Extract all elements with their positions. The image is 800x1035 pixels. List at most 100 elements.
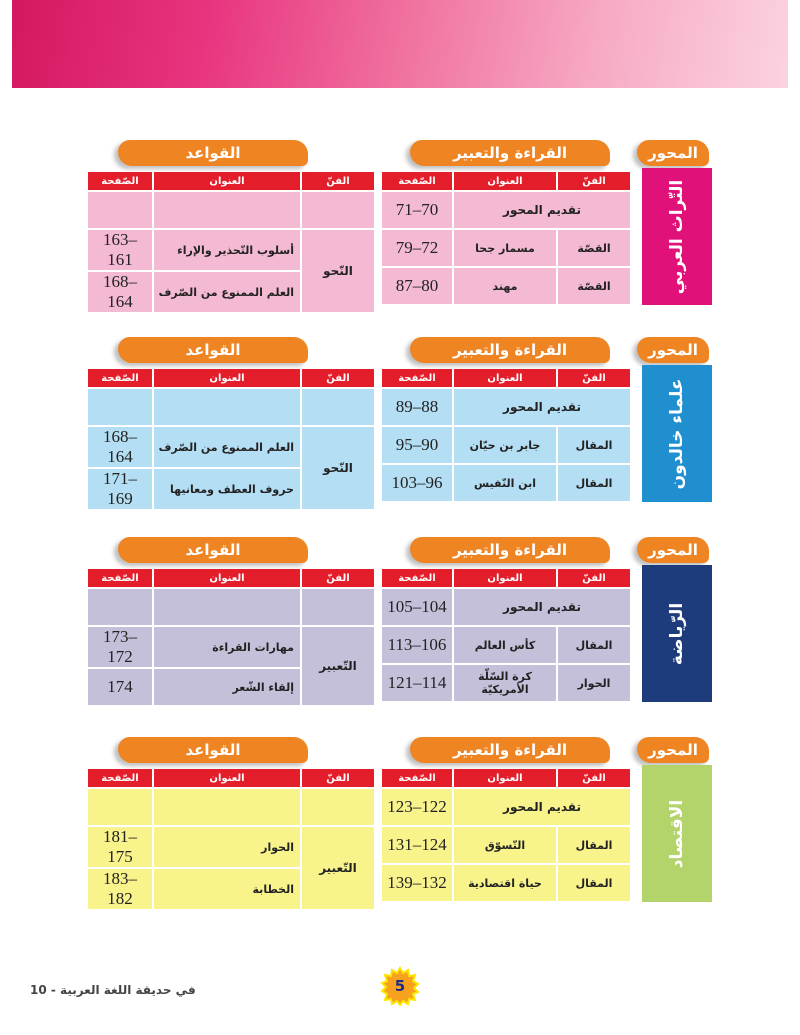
art-cell: النّحو: [302, 230, 374, 312]
page-number: 5: [394, 977, 406, 995]
table-row: المقال ابن النّفيس 103–96: [382, 465, 630, 501]
page-cell: 181–175: [88, 827, 152, 867]
empty-cell: [88, 389, 152, 425]
art-cell: الحوار: [558, 665, 630, 701]
book-title: في حديقة اللغة العربية - 10: [30, 983, 196, 997]
table-row: تقديم المحور 105–104: [382, 589, 630, 625]
axis-name: الرّياضة: [667, 602, 687, 665]
page-cell: 139–132: [382, 865, 452, 901]
table-row: [88, 589, 374, 625]
reading-pill: القراءة والتعبير: [410, 737, 610, 763]
page-cell: 103–96: [382, 465, 452, 501]
col-header-title: العنوان: [154, 172, 300, 190]
page-cell: 163–161: [88, 230, 152, 270]
axis-name-bar: الرّياضة: [642, 565, 712, 702]
axis-name: التّراث العربي: [667, 179, 687, 294]
title-cell: حياة اقتصادية: [454, 865, 556, 901]
table-row: [88, 789, 374, 825]
title-cell: إلقاء الشّعر: [154, 669, 300, 705]
title-cell: الحوار: [154, 827, 300, 867]
page-cell: 105–104: [382, 589, 452, 625]
empty-cell: [302, 389, 374, 425]
grammar-pill: القواعد: [118, 140, 308, 166]
title-cell: التّسوّق: [454, 827, 556, 863]
reading-table: الفنّ العنوان الصّفحة تقديم المحور 71–70 القص…: [380, 170, 632, 306]
grammar-table: الفنّ العنوان الصّفحة التّعبير الحوار 181–175…: [86, 767, 376, 911]
art-cell: المقال: [558, 427, 630, 463]
table-row: القصّة مهند 87–80: [382, 268, 630, 304]
empty-cell: [154, 389, 300, 425]
title-cell: تقديم المحور: [454, 589, 630, 625]
art-cell: القصّة: [558, 230, 630, 266]
art-cell: المقال: [558, 865, 630, 901]
table-row: الخطابة 183–182: [88, 869, 374, 909]
table-row: [88, 192, 374, 228]
table-row: الحوار كرة السّلّة الأمريكيّة 121–114: [382, 665, 630, 701]
grammar-pill: القواعد: [118, 737, 308, 763]
title-cell: مسمار جحا: [454, 230, 556, 266]
table-row: حروف العطف ومعانيها 171–169: [88, 469, 374, 509]
title-cell: حروف العطف ومعانيها: [154, 469, 300, 509]
col-header-art: الفنّ: [558, 172, 630, 190]
reading-table: الفنّ العنوان الصّفحة تقديم المحور 105–104 ال…: [380, 567, 632, 703]
axis-section: المحور القراءة والتعبير القواعد الاقتصاد الف…: [0, 735, 800, 910]
col-header-page: الصّفحة: [382, 172, 452, 190]
empty-cell: [88, 589, 152, 625]
axis-section: المحور القراءة والتعبير القواعد الرّياضة الف…: [0, 535, 800, 710]
reading-pill: القراءة والتعبير: [410, 140, 610, 166]
page-cell: 113–106: [382, 627, 452, 663]
page-cell: 71–70: [382, 192, 452, 228]
empty-cell: [88, 192, 152, 228]
title-cell: كأس العالم: [454, 627, 556, 663]
title-cell: العلم الممنوع من الصّرف: [154, 272, 300, 312]
col-header-title: العنوان: [454, 172, 556, 190]
reading-table: الفنّ العنوان الصّفحة تقديم المحور 89–88 المق…: [380, 367, 632, 503]
title-cell: الخطابة: [154, 869, 300, 909]
col-header-title: العنوان: [154, 769, 300, 787]
col-header-art: الفنّ: [302, 172, 374, 190]
col-header-page: الصّفحة: [382, 569, 452, 587]
grammar-table: الفنّ العنوان الصّفحة النّحو أسلوب التّحذير …: [86, 170, 376, 314]
page-cell: 121–114: [382, 665, 452, 701]
col-header-art: الفنّ: [558, 369, 630, 387]
title-cell: أسلوب التّحذير والإراء: [154, 230, 300, 270]
col-header-art: الفنّ: [302, 769, 374, 787]
col-header-title: العنوان: [154, 569, 300, 587]
title-cell: العلم الممنوع من الصّرف: [154, 427, 300, 467]
col-header-page: الصّفحة: [88, 172, 152, 190]
table-row: التّعبير مهارات القراءة 173–172: [88, 627, 374, 705]
grammar-pill: القواعد: [118, 337, 308, 363]
title-cell: تقديم المحور: [454, 192, 630, 228]
title-cell: تقديم المحور: [454, 389, 630, 425]
page-cell: 174: [88, 669, 152, 705]
col-header-title: العنوان: [454, 569, 556, 587]
grammar-table: الفنّ العنوان الصّفحة التّعبير مهارات القراء…: [86, 567, 376, 707]
axis-section: المحور القراءة والتعبير القواعد التّراث الع…: [0, 138, 800, 313]
table-row: المقال حياة اقتصادية 139–132: [382, 865, 630, 901]
axis-name: علماء خالدون: [667, 378, 687, 489]
title-cell: مهند: [454, 268, 556, 304]
page-cell: 168–164: [88, 272, 152, 312]
title-cell: ابن النّفيس: [454, 465, 556, 501]
art-cell: المقال: [558, 465, 630, 501]
table-row: المقال التّسوّق 131–124: [382, 827, 630, 863]
art-cell: التّعبير: [302, 827, 374, 909]
title-cell: كرة السّلّة الأمريكيّة: [454, 665, 556, 701]
table-row: القصّة مسمار جحا 79–72: [382, 230, 630, 266]
table-row: النّحو العلم الممنوع من الصّرف 168–164: [88, 427, 374, 509]
reading-pill: القراءة والتعبير: [410, 337, 610, 363]
axis-label-pill: المحور: [637, 737, 709, 763]
page-cell: 123–122: [382, 789, 452, 825]
title-cell: مهارات القراءة: [154, 627, 300, 667]
empty-cell: [302, 789, 374, 825]
empty-cell: [302, 589, 374, 625]
art-cell: القصّة: [558, 268, 630, 304]
col-header-page: الصّفحة: [88, 369, 152, 387]
table-row: النّحو أسلوب التّحذير والإراء 163–161: [88, 230, 374, 312]
title-cell: تقديم المحور: [454, 789, 630, 825]
table-row: المقال كأس العالم 113–106: [382, 627, 630, 663]
table-row: تقديم المحور 89–88: [382, 389, 630, 425]
page-cell: 79–72: [382, 230, 452, 266]
col-header-title: العنوان: [154, 369, 300, 387]
empty-cell: [154, 192, 300, 228]
